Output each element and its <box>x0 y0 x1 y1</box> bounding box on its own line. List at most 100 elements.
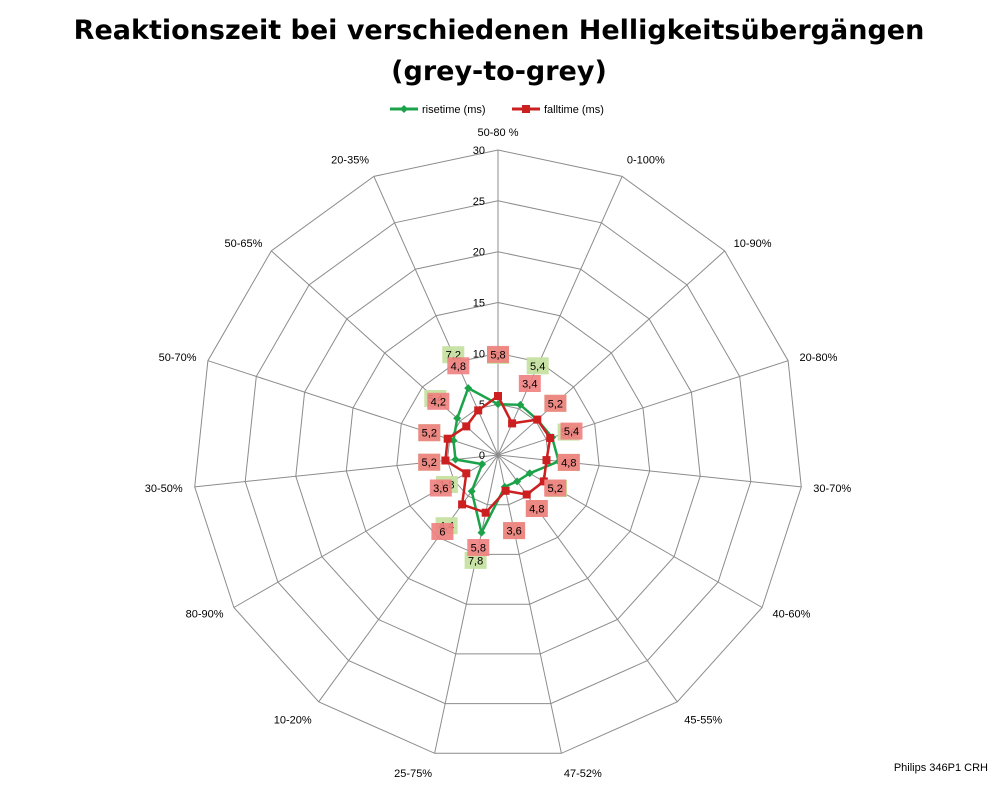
data-label: 3,4 <box>522 379 537 391</box>
tick-label: 30 <box>473 145 485 157</box>
chart-title-main: Reaktionszeit bei verschiedenen Helligke… <box>73 15 925 46</box>
category-label: 10-20% <box>274 715 312 727</box>
data-point <box>501 486 510 495</box>
data-point <box>458 500 467 509</box>
spoke <box>270 250 499 456</box>
spoke <box>434 454 499 754</box>
category-label: 50-70% <box>159 352 197 364</box>
data-label: 3,6 <box>506 526 521 538</box>
data-label-bg <box>427 392 450 410</box>
data-label-bg <box>429 479 452 497</box>
radial-tick-labels: 0 5 10 15 20 25 30 <box>473 145 485 462</box>
legend-entry: risetime (ms) <box>422 104 486 116</box>
tick-label: 25 <box>473 196 485 208</box>
data-label-bg <box>525 500 548 517</box>
data-label-bg <box>418 424 441 442</box>
data-label: 5,4 <box>530 361 545 373</box>
category-label: 20-35% <box>331 154 369 166</box>
data-labels: 55,45,25,663,63,23,27,84,41,84,24,65,47,… <box>418 345 583 569</box>
grid-ring <box>345 301 651 605</box>
data-point <box>453 414 462 423</box>
legend-marker <box>400 105 408 113</box>
radar-grid <box>194 149 802 754</box>
data-label-bg <box>557 453 580 471</box>
category-label: 30-50% <box>145 483 183 495</box>
data-label-bg <box>544 479 567 497</box>
tick-label: 5 <box>479 399 485 411</box>
data-point <box>451 455 460 464</box>
spoke <box>497 454 562 754</box>
category-label: 50-80 % <box>478 127 519 139</box>
data-label: 4,8 <box>561 457 576 469</box>
data-point <box>462 422 471 431</box>
data-point <box>542 456 551 465</box>
category-label: 47-52% <box>564 768 602 780</box>
data-label: 7,8 <box>468 555 483 567</box>
data-label-bg <box>560 422 583 440</box>
data-label-bg <box>518 375 541 392</box>
data-point <box>441 456 450 465</box>
data-point <box>464 384 473 393</box>
category-label: 30-70% <box>813 483 851 495</box>
data-label: 4,8 <box>529 504 544 516</box>
data-label: 5,2 <box>548 483 563 495</box>
series-line <box>444 394 552 515</box>
spoke <box>497 454 763 608</box>
credit-text: Philips 346P1 CRH <box>893 762 988 774</box>
data-point <box>525 469 534 478</box>
grid-ring <box>244 200 752 705</box>
data-label: 4,8 <box>451 361 466 373</box>
data-point <box>513 477 522 486</box>
data-point <box>508 419 517 428</box>
category-label: 45-55% <box>684 715 722 727</box>
tick-label: 10 <box>473 348 485 360</box>
spoke <box>497 176 623 456</box>
category-labels: 50-80 % 0-100% 10-90% 20-80% 30-70% 40-60% 45-… <box>145 127 852 780</box>
series-layer <box>441 384 563 537</box>
data-point <box>477 528 486 537</box>
grid-ring <box>194 149 802 754</box>
data-label-bg <box>418 453 441 471</box>
data-point <box>481 508 490 517</box>
category-label: 10-90% <box>734 238 772 250</box>
category-label: 80-90% <box>186 609 224 621</box>
data-label: 6 <box>439 527 445 539</box>
data-point <box>467 487 476 496</box>
data-label: 5,2 <box>422 428 437 440</box>
data-label: 4,2 <box>431 396 446 408</box>
data-point <box>533 415 542 424</box>
category-label: 25-75% <box>394 768 432 780</box>
category-label: 20-80% <box>800 352 838 364</box>
data-label: 5,2 <box>422 457 437 469</box>
data-label-bg <box>526 357 549 375</box>
legend-marker <box>522 105 530 113</box>
grid-ring <box>396 352 600 555</box>
legend: risetime (ms) falltime (ms) <box>390 104 604 116</box>
chart-subtitle: (grey-to-grey) <box>391 56 607 87</box>
data-label-bg <box>431 523 454 540</box>
spoke <box>318 454 499 703</box>
data-label-bg <box>467 539 490 556</box>
category-label: 0-100% <box>627 154 665 166</box>
data-label-bg <box>487 345 509 363</box>
tick-label: 0 <box>479 450 485 462</box>
data-label-bg <box>503 522 526 540</box>
chart-title: Reaktionszeit bei verschiedenen Helligke… <box>0 10 998 92</box>
spoke <box>233 454 499 608</box>
data-label: 5,8 <box>490 349 505 361</box>
data-point <box>539 477 548 486</box>
data-point <box>478 460 487 469</box>
data-point <box>494 392 502 400</box>
legend-entry: falltime (ms) <box>544 104 604 116</box>
tick-label: 15 <box>473 298 485 310</box>
data-point <box>516 400 525 409</box>
data-point <box>474 406 483 415</box>
category-label: 40-60% <box>773 609 811 621</box>
data-point <box>522 490 531 499</box>
data-label-bg <box>464 551 487 569</box>
data-point <box>462 469 471 478</box>
data-label: 3,6 <box>433 483 448 495</box>
tick-label: 20 <box>473 247 485 259</box>
category-label: 50-65% <box>224 238 262 250</box>
